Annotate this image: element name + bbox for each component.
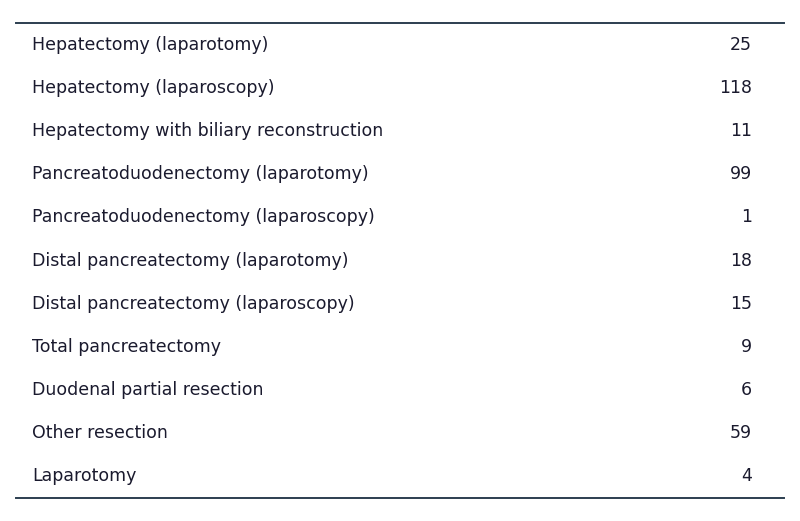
Text: Hepatectomy with biliary reconstruction: Hepatectomy with biliary reconstruction [32, 122, 383, 140]
Text: Other resection: Other resection [32, 424, 168, 442]
Text: 15: 15 [730, 294, 752, 313]
Text: 25: 25 [730, 36, 752, 54]
Text: 1: 1 [741, 208, 752, 227]
Text: Hepatectomy (laparoscopy): Hepatectomy (laparoscopy) [32, 79, 274, 97]
Text: 99: 99 [730, 165, 752, 183]
Text: Duodenal partial resection: Duodenal partial resection [32, 381, 263, 399]
Text: Pancreatoduodenectomy (laparoscopy): Pancreatoduodenectomy (laparoscopy) [32, 208, 374, 227]
Text: 11: 11 [730, 122, 752, 140]
Text: 18: 18 [730, 252, 752, 269]
Text: Hepatectomy (laparotomy): Hepatectomy (laparotomy) [32, 36, 268, 54]
Text: 6: 6 [741, 381, 752, 399]
Text: Pancreatoduodenectomy (laparotomy): Pancreatoduodenectomy (laparotomy) [32, 165, 369, 183]
Text: 9: 9 [741, 338, 752, 356]
Text: Distal pancreatectomy (laparotomy): Distal pancreatectomy (laparotomy) [32, 252, 349, 269]
Text: Total pancreatectomy: Total pancreatectomy [32, 338, 221, 356]
Text: Distal pancreatectomy (laparoscopy): Distal pancreatectomy (laparoscopy) [32, 294, 354, 313]
Text: Laparotomy: Laparotomy [32, 467, 136, 485]
Text: 4: 4 [741, 467, 752, 485]
Text: 59: 59 [730, 424, 752, 442]
Text: 118: 118 [719, 79, 752, 97]
